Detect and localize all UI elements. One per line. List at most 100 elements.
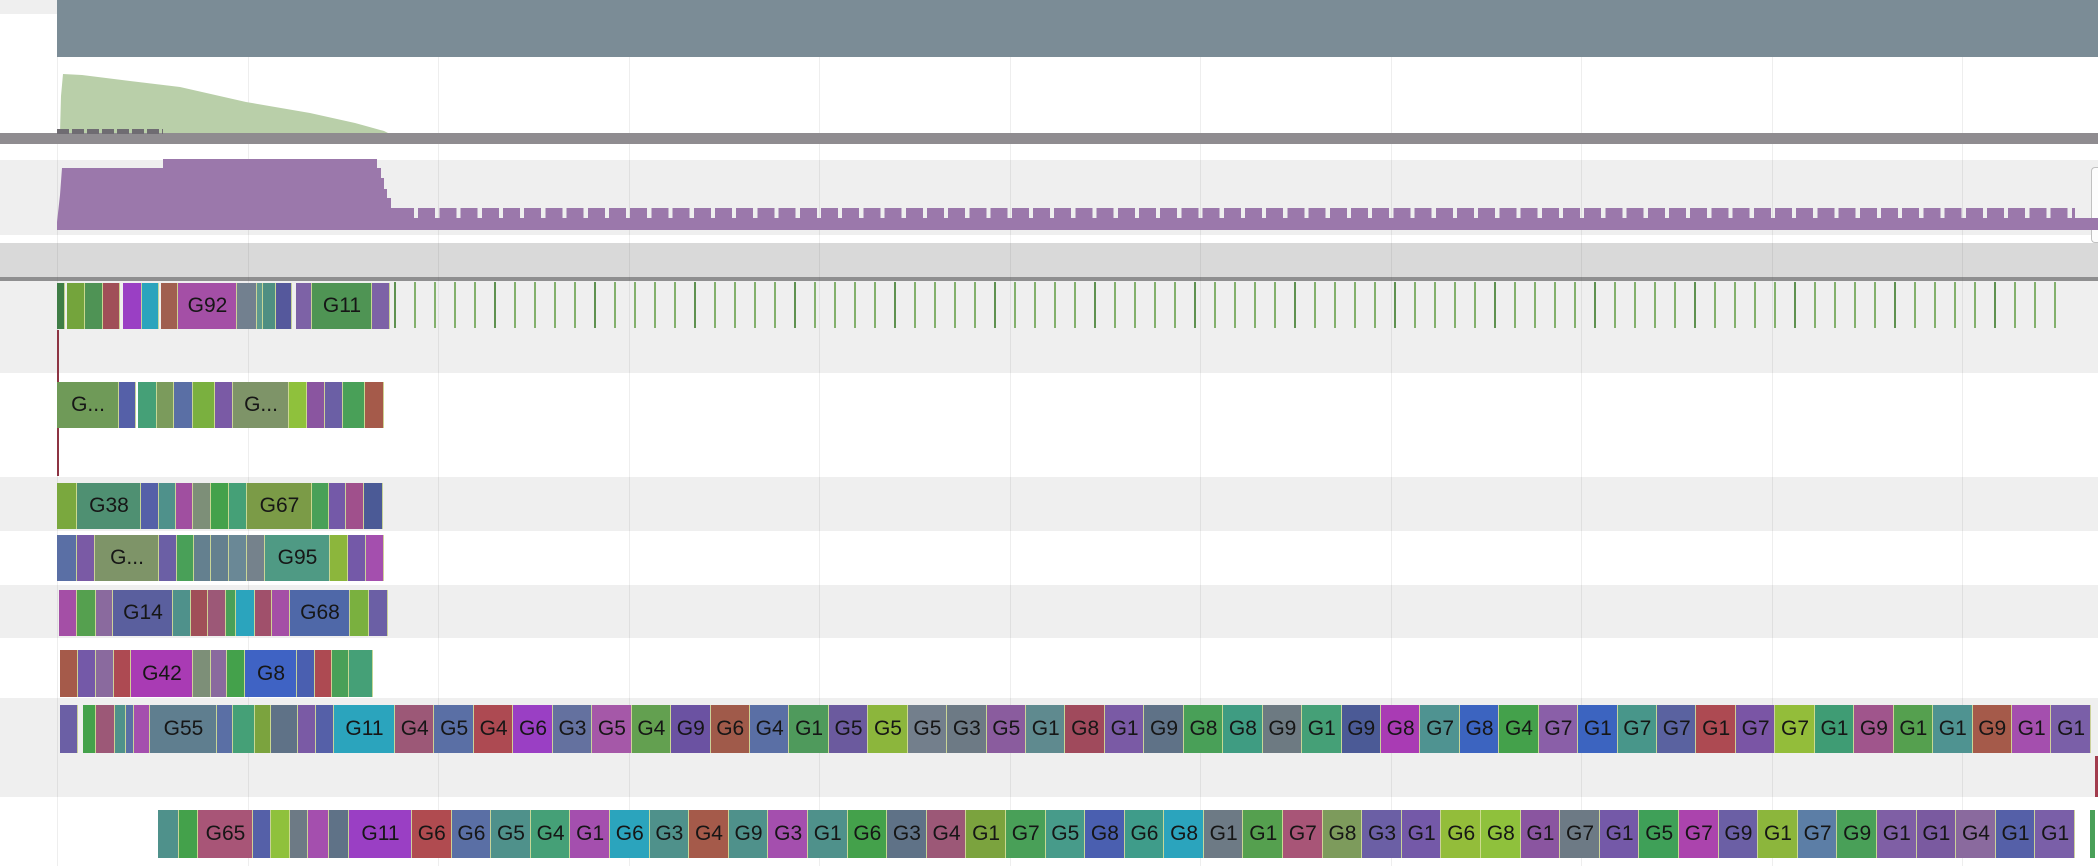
flame-segment-G3[interactable]: G3 <box>768 810 808 858</box>
flame-segment-G1[interactable]: G1 <box>1203 810 1244 858</box>
flame-segment-G42[interactable]: G42 <box>131 650 193 697</box>
flame-segment[interactable] <box>159 483 176 529</box>
flame-segment-G4[interactable]: G4 <box>631 705 672 753</box>
flame-segment-G6[interactable]: G6 <box>451 810 492 858</box>
flame-segment[interactable] <box>57 483 77 529</box>
flame-segment[interactable] <box>179 810 198 858</box>
flame-segment-G65[interactable]: G65 <box>198 810 253 858</box>
flame-segment-G5[interactable]: G5 <box>592 705 632 753</box>
flame-segment[interactable] <box>366 535 384 581</box>
flame-segment[interactable] <box>364 483 383 529</box>
flame-segment[interactable] <box>263 283 276 329</box>
flame-segment-G7[interactable]: G7 <box>1617 705 1657 753</box>
flame-segment[interactable] <box>236 590 255 636</box>
flame-segment-G5[interactable]: G5 <box>491 810 531 858</box>
flame-segment-G1[interactable]: G1 <box>1995 810 2036 858</box>
flame-segment[interactable] <box>103 283 120 329</box>
flame-segment-G1[interactable]: G1 <box>2035 810 2075 858</box>
flame-segment[interactable] <box>272 590 290 636</box>
flame-segment-G9[interactable]: G9 <box>728 810 769 858</box>
flame-segment[interactable] <box>348 535 366 581</box>
flame-segment[interactable] <box>346 483 364 529</box>
flame-segment[interactable] <box>307 382 325 428</box>
flame-segment-G1[interactable]: G1 <box>1401 810 1442 858</box>
scrollbar-thumb[interactable] <box>2091 167 2098 243</box>
flame-segment-G67[interactable]: G67 <box>247 483 312 529</box>
flame-segment-G6[interactable]: G6 <box>847 810 888 858</box>
flame-segment[interactable] <box>297 650 315 697</box>
flame-segment[interactable] <box>174 382 193 428</box>
flame-segment[interactable] <box>349 650 373 697</box>
flame-segment-G9[interactable]: G9 <box>1144 705 1184 753</box>
flame-segment-G8[interactable]: G8 <box>1223 705 1263 753</box>
flame-segment-G5[interactable]: G5 <box>434 705 474 753</box>
flame-segment[interactable] <box>271 705 298 753</box>
flame-segment[interactable] <box>114 650 131 697</box>
flame-segment[interactable] <box>193 483 211 529</box>
flame-segment[interactable] <box>372 283 390 329</box>
flame-segment[interactable] <box>194 535 211 581</box>
flame-segment[interactable] <box>96 590 113 636</box>
flame-segment-G1[interactable]: G1 <box>966 810 1006 858</box>
flame-segment-G7[interactable]: G7 <box>1735 705 1776 753</box>
flame-segment-G1[interactable]: G1 <box>1916 810 1957 858</box>
flame-segment-G6[interactable]: G6 <box>513 705 553 753</box>
flame-segment[interactable] <box>57 535 77 581</box>
flame-segment[interactable] <box>142 283 159 329</box>
flame-segment-G6[interactable]: G6 <box>412 810 452 858</box>
flame-segment-G5[interactable]: G5 <box>868 705 908 753</box>
flame-segment-G8[interactable]: G8 <box>1164 810 1204 858</box>
flame-segment[interactable] <box>217 705 233 753</box>
flame-segment[interactable] <box>229 483 247 529</box>
flame-segment-G7[interactable]: G7 <box>1679 810 1719 858</box>
flame-segment-G8[interactable]: G8 <box>1065 705 1105 753</box>
flame-segment-G1[interactable]: G1 <box>1243 810 1284 858</box>
flame-segment-G1[interactable]: G1 <box>1104 705 1145 753</box>
flame-segment[interactable] <box>211 483 229 529</box>
flame-segment[interactable] <box>227 650 245 697</box>
flame-segment[interactable] <box>83 705 96 753</box>
flame-segment-G5[interactable]: G5 <box>1045 810 1086 858</box>
flame-segment[interactable] <box>193 382 215 428</box>
flame-segment-G7[interactable]: G7 <box>1657 705 1697 753</box>
flame-segment-G9[interactable]: G9 <box>1262 705 1303 753</box>
track-divider-bar[interactable] <box>0 133 2098 144</box>
flame-segment-G4[interactable]: G4 <box>1956 810 1996 858</box>
flame-segment[interactable] <box>177 535 194 581</box>
flame-segment-G68[interactable]: G68 <box>290 590 350 636</box>
flame-segment-G[interactable]: G... <box>57 382 119 428</box>
flame-segment[interactable] <box>157 382 174 428</box>
flame-segment[interactable] <box>211 535 229 581</box>
flame-segment-G8[interactable]: G8 <box>1085 810 1125 858</box>
flame-segment-G9[interactable]: G9 <box>1837 810 1877 858</box>
flame-segment[interactable] <box>115 705 126 753</box>
flame-segment-G8[interactable]: G8 <box>245 650 297 697</box>
flame-segment-G11[interactable]: G11 <box>312 283 372 329</box>
flame-segment[interactable] <box>271 810 290 858</box>
flame-segment[interactable] <box>141 483 159 529</box>
flame-segment[interactable] <box>211 650 227 697</box>
flame-segment-G4[interactable]: G4 <box>926 810 967 858</box>
flame-segment-G1[interactable]: G1 <box>1520 810 1561 858</box>
flame-segment-G8[interactable]: G8 <box>1459 705 1500 753</box>
flame-segment-G4[interactable]: G4 <box>473 705 514 753</box>
flame-segment-G1[interactable]: G1 <box>1599 810 1640 858</box>
flame-segment-G[interactable]: G... <box>233 382 289 428</box>
flame-segment-G3[interactable]: G3 <box>552 705 593 753</box>
flame-segment[interactable] <box>96 705 115 753</box>
flame-segment[interactable] <box>226 590 236 636</box>
flame-segment[interactable] <box>350 590 369 636</box>
flame-segment[interactable] <box>308 810 329 858</box>
flame-segment[interactable] <box>78 650 96 697</box>
flame-segment[interactable] <box>325 382 343 428</box>
flame-segment[interactable] <box>96 650 114 697</box>
flame-segment[interactable] <box>158 810 179 858</box>
flame-segment[interactable] <box>193 650 211 697</box>
flame-segment[interactable] <box>296 283 312 329</box>
flame-segment-G3[interactable]: G3 <box>1362 810 1402 858</box>
flame-segment-G9[interactable]: G9 <box>671 705 711 753</box>
flame-segment-G38[interactable]: G38 <box>77 483 141 529</box>
flame-segment[interactable] <box>59 590 77 636</box>
flame-segment-G95[interactable]: G95 <box>265 535 330 581</box>
flame-segment-G7[interactable]: G7 <box>1538 705 1579 753</box>
